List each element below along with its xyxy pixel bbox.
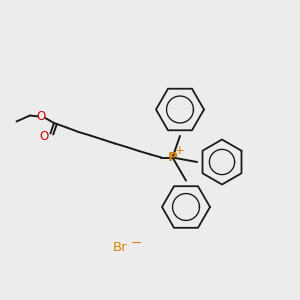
Text: −: − [131,236,142,250]
Text: +: + [175,143,185,157]
Text: P: P [168,151,177,164]
Text: O: O [40,130,49,143]
Text: Br: Br [113,241,127,254]
Text: O: O [37,110,46,124]
